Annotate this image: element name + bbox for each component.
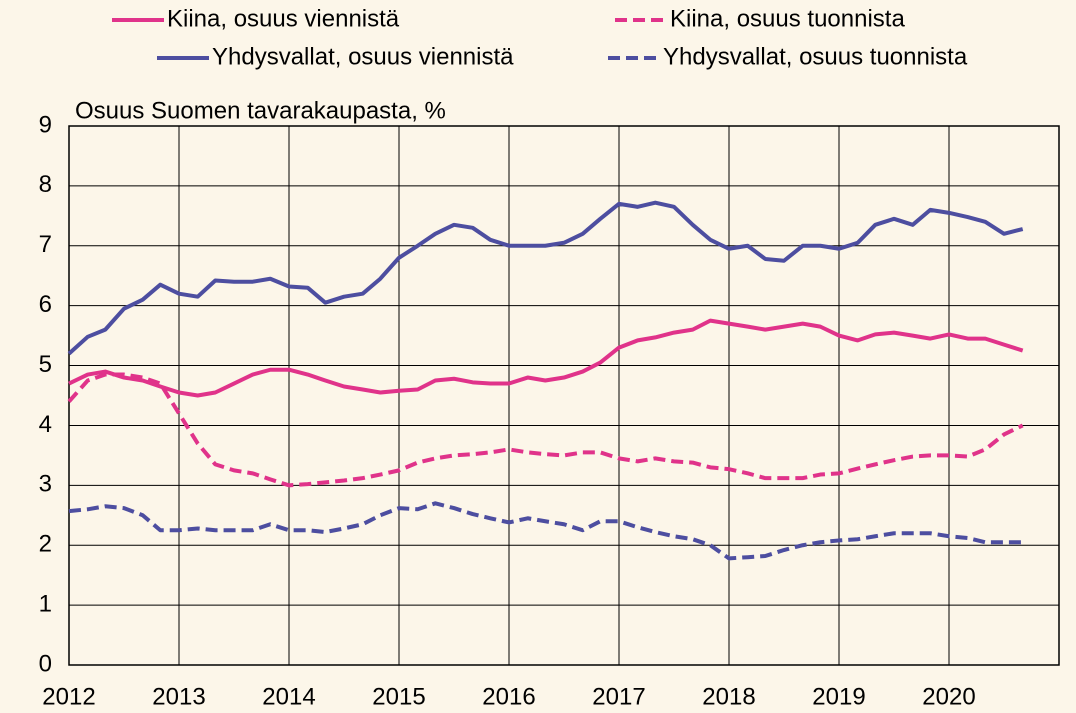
y-tick-label: 5	[39, 351, 52, 378]
x-tick-label: 2014	[262, 683, 315, 710]
series-line	[67, 200, 1024, 356]
y-tick-label: 1	[39, 590, 52, 617]
y-tick-label: 9	[39, 111, 52, 138]
legend-label: Kiina, osuus tuonnista	[670, 5, 905, 32]
x-tick-label: 2015	[372, 683, 425, 710]
x-tick-label: 2020	[922, 683, 975, 710]
y-tick-label: 8	[39, 171, 52, 198]
y-tick-label: 3	[39, 471, 52, 498]
y-tick-label: 0	[39, 650, 52, 677]
x-tick-label: 2012	[42, 683, 95, 710]
x-tick-label: 2017	[592, 683, 645, 710]
legend-label: Yhdysvallat, osuus viennistä	[212, 43, 514, 70]
y-tick-label: 4	[39, 411, 52, 438]
x-tick-label: 2013	[152, 683, 205, 710]
y-tick-label: 6	[39, 291, 52, 318]
y-axis-label: Osuus Suomen tavarakaupasta, %	[75, 97, 446, 124]
x-tick-label: 2018	[702, 683, 755, 710]
legend-label: Kiina, osuus viennistä	[167, 5, 400, 32]
series-line	[68, 501, 1023, 561]
plot-border	[68, 125, 1060, 666]
x-tick-label: 2019	[812, 683, 865, 710]
y-tick-label: 2	[39, 531, 52, 558]
y-tick-label: 7	[39, 231, 52, 258]
x-tick-label: 2016	[482, 683, 535, 710]
legend-label: Yhdysvallat, osuus tuonnista	[663, 43, 968, 70]
series-line	[68, 318, 1024, 398]
